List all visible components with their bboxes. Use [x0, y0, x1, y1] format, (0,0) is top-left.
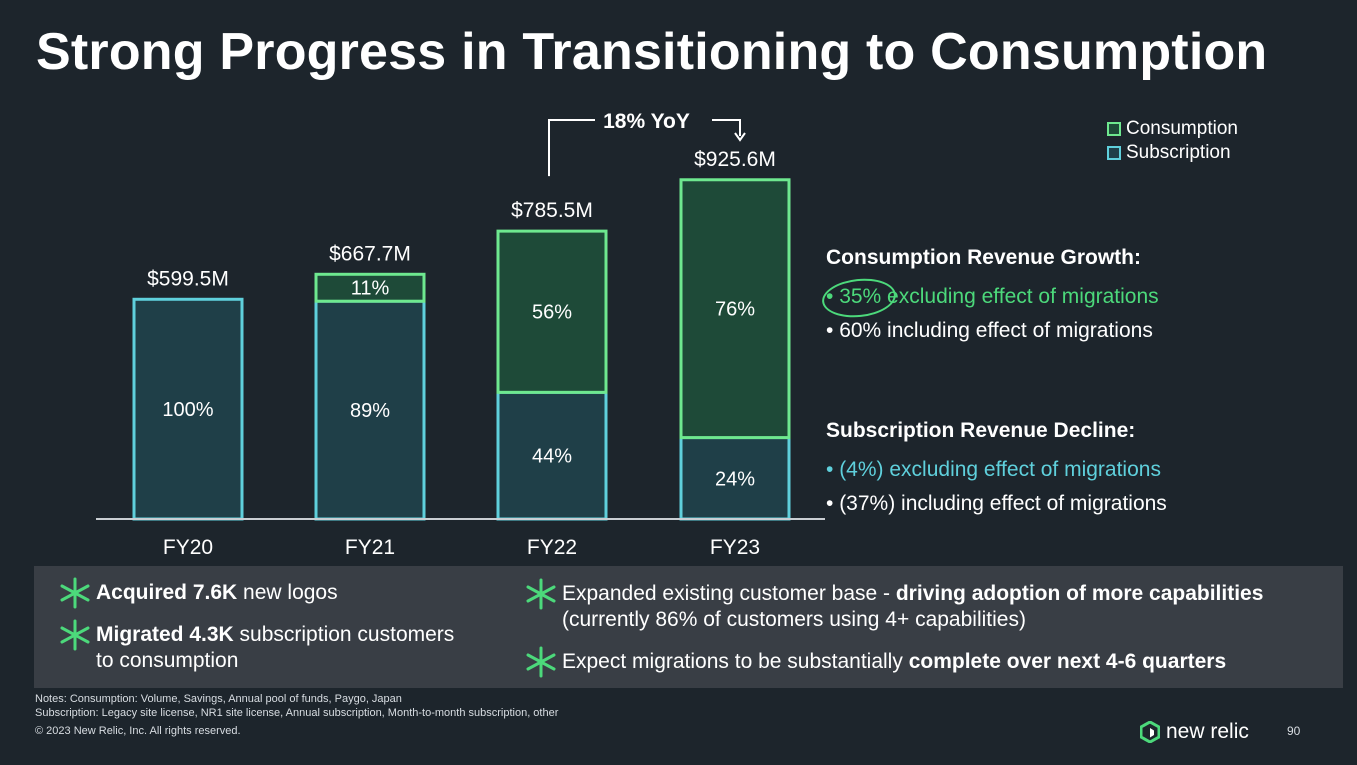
consumption-bullet-including: • 60% including effect of migrations [826, 319, 1153, 342]
legend-item-consumption: Consumption [1107, 117, 1238, 141]
migrated-rest: subscription customers [233, 623, 455, 646]
footnote-line2: Subscription: Legacy site license, NR1 s… [35, 707, 559, 719]
label-subscription-fy21: 89% [350, 400, 390, 422]
expect-pre: Expect migrations to be substantially [562, 650, 909, 673]
bar-consumption-fy21 [314, 272, 426, 303]
new-relic-logo: new relic [1140, 720, 1249, 744]
highlights-box: Acquired 7.6K new logos Migrated 4.3K su… [34, 566, 1343, 688]
yoy-arrowhead [734, 132, 746, 142]
total-label-fy22: $785.5M [511, 199, 593, 222]
subscription-swatch [1107, 146, 1121, 160]
bar-subscription-fy20 [132, 297, 244, 521]
bar-consumption-fy22 [496, 229, 608, 394]
label-consumption-fy23: 76% [715, 299, 755, 321]
x-tick-fy20: FY20 [163, 536, 213, 559]
consumption-bullet-excluding-text: 35% excluding effect of migrations [839, 285, 1159, 308]
migrated-line2: to consumption [96, 649, 239, 672]
x-tick-fy23: FY23 [710, 536, 760, 559]
subscription-bullet-including: • (37%) including effect of migrations [826, 492, 1167, 515]
total-label-fy23: $925.6M [694, 148, 776, 171]
page-number: 90 [1287, 724, 1301, 738]
total-label-fy20: $599.5M [147, 267, 229, 290]
expect-bold: complete over next 4-6 quarters [908, 650, 1227, 673]
label-consumption-fy21: 11% [351, 278, 390, 300]
consumption-bullet-excluding: • 35% excluding effect of migrations [826, 285, 1159, 308]
consumption-bullet-including-text: 60% including effect of migrations [839, 319, 1153, 342]
logos-bold: Acquired 7.6K [96, 581, 238, 604]
x-tick-fy21: FY21 [345, 536, 395, 559]
consumption-growth-panel: Consumption Revenue Growth: • 35% exclud… [820, 246, 1159, 348]
highlight-expect: Expect migrations to be substantially co… [524, 646, 1227, 679]
yoy-bracket-left [548, 119, 595, 177]
chart-legend: Consumption Subscription [1107, 117, 1238, 165]
expanded-line2: (currently 86% of customers using 4+ cap… [562, 608, 1026, 631]
revenue-stacked-bar-chart: 100% $599.5M FY20 89% 11% $667.7M FY21 44% 56% $7… [96, 110, 825, 559]
subscription-bullet-excluding: • (4%) excluding effect of migrations [826, 458, 1161, 481]
subscription-decline-heading: Subscription Revenue Decline: [826, 419, 1136, 442]
sparkle-icon [526, 646, 556, 678]
bar-consumption-fy23 [679, 178, 791, 440]
sparkle-icon [60, 619, 90, 651]
footnotes: Notes: Consumption: Volume, Savings, Ann… [35, 692, 558, 720]
consumption-swatch [1107, 122, 1121, 136]
yoy-bracket-right [712, 119, 741, 136]
sparkle-icon [526, 578, 556, 610]
label-subscription-fy23: 24% [715, 468, 755, 490]
highlight-logos: Acquired 7.6K new logos [58, 577, 338, 610]
footnote-line1: Notes: Consumption: Volume, Savings, Ann… [35, 693, 402, 705]
sparkle-icon [60, 577, 90, 609]
expanded-bold: driving adoption of more capabilities [895, 582, 1264, 605]
subscription-bullet-excluding-text: (4%) excluding effect of migrations [839, 458, 1161, 481]
slide-title: Strong Progress in Transitioning to Cons… [36, 23, 1268, 81]
total-label-fy21: $667.7M [329, 242, 411, 265]
consumption-growth-heading: Consumption Revenue Growth: [826, 246, 1141, 269]
subscription-decline-panel: Subscription Revenue Decline: • (4%) exc… [826, 419, 1167, 521]
yoy-annotation: 18% YoY [603, 110, 690, 133]
label-consumption-fy22: 56% [532, 302, 572, 324]
subscription-bullet-including-text: (37%) including effect of migrations [839, 492, 1167, 515]
logos-rest: new logos [237, 581, 338, 604]
copyright: © 2023 New Relic, Inc. All rights reserv… [35, 725, 241, 737]
label-subscription-fy20: 100% [162, 399, 213, 421]
logo-text: new relic [1166, 720, 1249, 743]
legend-label-consumption: Consumption [1126, 118, 1238, 139]
legend-label-subscription: Subscription [1126, 142, 1231, 163]
migrated-bold: Migrated 4.3K [96, 623, 234, 646]
expanded-pre: Expanded existing customer base - [562, 582, 896, 605]
x-tick-fy22: FY22 [527, 536, 577, 559]
highlight-migrated: Migrated 4.3K subscription customers to … [58, 619, 455, 674]
highlight-expanded: Expanded existing customer base - drivin… [524, 578, 1264, 633]
label-subscription-fy22: 44% [532, 446, 572, 468]
legend-item-subscription: Subscription [1107, 141, 1238, 165]
new-relic-logo-icon [1140, 721, 1160, 743]
